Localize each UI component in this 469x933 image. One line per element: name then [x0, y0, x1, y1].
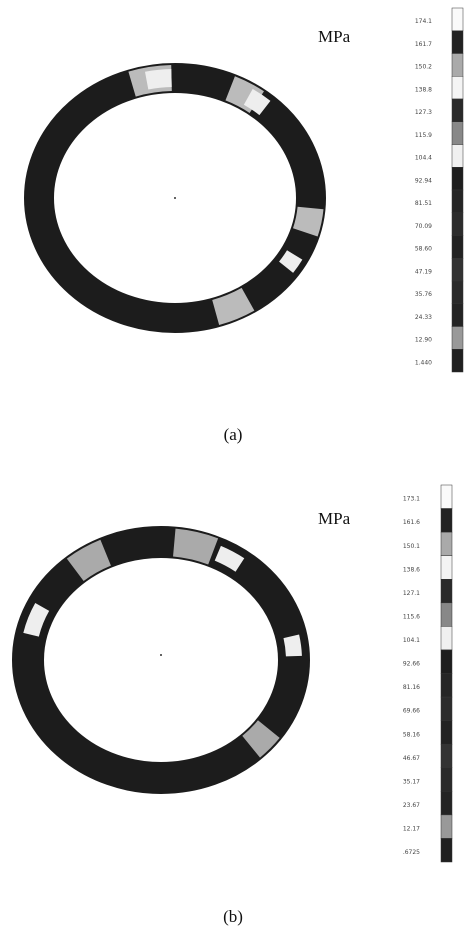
colorbar-label: 24.33: [415, 314, 432, 321]
colorbar-segment: [451, 98, 464, 122]
colorbar-segment: [440, 531, 453, 556]
caption: (a): [224, 425, 243, 444]
colorbar-segment: [440, 602, 453, 627]
caption: (b): [223, 907, 243, 926]
colorbar-label: .6725: [403, 849, 420, 856]
colorbar-label: 173.1: [403, 496, 420, 503]
colorbar-segment: [440, 743, 453, 768]
colorbar-segment: [440, 555, 453, 580]
colorbar-segment: [451, 189, 464, 213]
colorbar-segment: [440, 649, 453, 674]
colorbar-label: 35.76: [415, 291, 432, 298]
colorbar-segment: [451, 326, 464, 350]
colorbar-label: 46.67: [403, 755, 420, 762]
colorbar-label: 92.66: [403, 661, 420, 668]
colorbar-segment: [451, 7, 464, 31]
colorbar-label: 127.1: [403, 590, 420, 597]
colorbar-label: 70.09: [415, 223, 432, 230]
colorbar-segment: [440, 814, 453, 839]
unit-label: MPa: [318, 509, 351, 528]
colorbar-segment: [451, 167, 464, 191]
colorbar-label: 115.6: [403, 613, 420, 620]
colorbar-segment: [451, 349, 464, 373]
colorbar-label: 161.6: [403, 519, 420, 526]
colorbar-label: 69.66: [403, 708, 420, 715]
colorbar-segment: [451, 53, 464, 77]
colorbar-label: 47.19: [415, 268, 432, 275]
colorbar-segment: [451, 235, 464, 259]
colorbar-segment: [440, 791, 453, 816]
colorbar-segment: [440, 720, 453, 745]
colorbar-label: 12.90: [415, 337, 432, 344]
colorbar-label: 35.17: [403, 778, 420, 785]
colorbar-segment: [451, 280, 464, 304]
colorbar-label: 150.1: [403, 543, 420, 550]
colorbar-label: 138.6: [403, 566, 420, 573]
colorbar-segment: [451, 144, 464, 168]
colorbar-label: 12.17: [403, 826, 420, 833]
colorbar-segment: [451, 303, 464, 327]
colorbar-label: 58.16: [403, 731, 420, 738]
colorbar-label: 104.1: [403, 637, 420, 644]
colorbar-segment: [451, 258, 464, 282]
colorbar-label: 150.2: [415, 64, 432, 71]
colorbar-label: 1.440: [415, 359, 432, 366]
colorbar-segment: [451, 76, 464, 100]
colorbar-label: 161.7: [415, 41, 432, 48]
unit-label: MPa: [318, 27, 351, 46]
colorbar-label: 81.51: [415, 200, 432, 207]
colorbar-segment: [440, 626, 453, 651]
colorbar-segment: [451, 30, 464, 54]
colorbar-label: 81.16: [403, 684, 420, 691]
colorbar-label: 174.1: [415, 18, 432, 25]
colorbar-label: 58.60: [415, 246, 432, 253]
colorbar-segment: [440, 508, 453, 533]
colorbar-label: 92.94: [415, 177, 432, 184]
colorbar-segment: [440, 838, 453, 863]
ring-a: [24, 63, 326, 333]
colorbar-label: 138.8: [415, 86, 432, 93]
colorbar-segment: [451, 121, 464, 145]
ring-b: [12, 526, 310, 794]
colorbar-label: 23.67: [403, 802, 420, 809]
colorbar-segment: [440, 579, 453, 604]
colorbar-segment: [451, 212, 464, 236]
colorbar-segment: [440, 767, 453, 792]
colorbar-label: 127.3: [415, 109, 432, 116]
colorbar-segment: [440, 696, 453, 721]
colorbar-label: 115.9: [415, 132, 432, 139]
colorbar-segment: [440, 673, 453, 698]
colorbar-segment: [440, 484, 453, 509]
colorbar-label: 104.4: [415, 155, 432, 162]
